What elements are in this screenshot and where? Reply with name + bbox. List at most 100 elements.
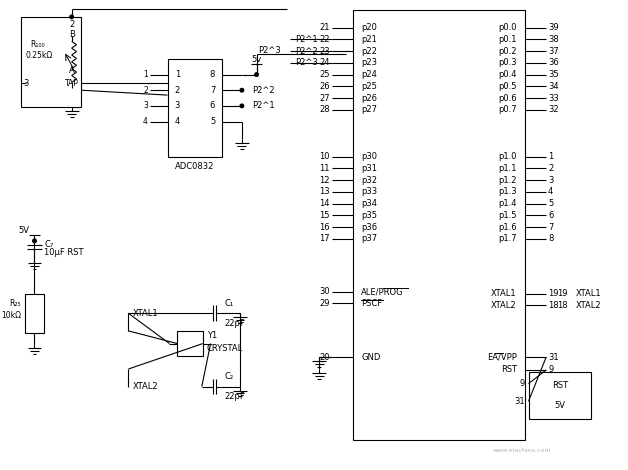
Text: p0.5: p0.5	[498, 82, 517, 91]
Text: 32: 32	[548, 105, 559, 114]
Text: C₇: C₇	[44, 240, 53, 249]
Text: R₁₀₀: R₁₀₀	[31, 40, 45, 49]
Circle shape	[33, 239, 36, 243]
Text: 37: 37	[548, 47, 559, 55]
Bar	[529, 372, 591, 419]
Text: 10: 10	[320, 152, 330, 161]
Text: 26: 26	[319, 82, 330, 91]
Text: 5V: 5V	[19, 226, 30, 235]
Text: p22: p22	[361, 47, 377, 55]
Text: p0.4: p0.4	[498, 70, 517, 79]
Text: p32: p32	[361, 176, 377, 185]
Text: RST: RST	[552, 381, 568, 390]
Text: 1: 1	[548, 152, 553, 161]
Text: 3: 3	[143, 102, 148, 110]
Text: P2^3: P2^3	[259, 46, 281, 55]
Text: p21: p21	[361, 35, 377, 44]
Text: 3: 3	[548, 176, 553, 185]
Text: 8: 8	[548, 235, 553, 243]
Text: 29: 29	[320, 299, 330, 308]
Text: www.elecfans.com: www.elecfans.com	[492, 448, 551, 453]
Text: 31: 31	[514, 397, 524, 406]
Circle shape	[240, 88, 244, 92]
Text: XTAL1: XTAL1	[575, 289, 601, 298]
Circle shape	[70, 15, 73, 19]
Text: 1: 1	[143, 70, 148, 79]
Circle shape	[255, 73, 258, 76]
Text: 36: 36	[548, 58, 559, 67]
Text: P2^1: P2^1	[252, 102, 274, 110]
Text: 5V: 5V	[555, 401, 565, 410]
Text: p1.2: p1.2	[498, 176, 517, 185]
Text: XTAL1: XTAL1	[133, 309, 158, 318]
Text: 39: 39	[548, 23, 559, 32]
Text: 4: 4	[175, 117, 180, 126]
Text: 3: 3	[23, 79, 28, 88]
Text: 7: 7	[210, 86, 215, 95]
Text: p23: p23	[361, 58, 377, 67]
Text: p36: p36	[361, 223, 377, 232]
Text: 30: 30	[319, 287, 330, 296]
Text: 15: 15	[320, 211, 330, 220]
Text: 9: 9	[519, 379, 524, 388]
Text: 0.25kΩ: 0.25kΩ	[26, 52, 53, 61]
Text: p30: p30	[361, 152, 377, 161]
Text: 27: 27	[319, 94, 330, 102]
Text: p31: p31	[361, 164, 377, 173]
Text: 35: 35	[548, 70, 559, 79]
Text: XTAL2: XTAL2	[133, 382, 158, 391]
Text: p34: p34	[361, 199, 377, 208]
Bar	[168, 59, 222, 157]
Text: ALE/PROG: ALE/PROG	[361, 287, 404, 296]
Text: 2: 2	[548, 164, 553, 173]
Text: 2: 2	[175, 86, 180, 95]
Text: 5: 5	[210, 117, 215, 126]
Text: p27: p27	[361, 105, 377, 114]
Text: P2^2: P2^2	[295, 47, 318, 55]
Text: 19: 19	[557, 289, 568, 298]
Text: 33: 33	[548, 94, 559, 102]
Text: XTAL2: XTAL2	[575, 301, 601, 310]
Text: 17: 17	[319, 235, 330, 243]
Text: 2: 2	[143, 86, 148, 95]
Text: p0.6: p0.6	[498, 94, 517, 102]
Text: p1.5: p1.5	[498, 211, 517, 220]
Text: p35: p35	[361, 211, 377, 220]
Text: 9: 9	[548, 366, 553, 375]
Text: p0.2: p0.2	[498, 47, 517, 55]
Text: XTAL2: XTAL2	[491, 301, 517, 310]
Circle shape	[240, 104, 244, 108]
Text: P2^3: P2^3	[295, 58, 318, 67]
Text: p1.4: p1.4	[498, 199, 517, 208]
Text: P2^1: P2^1	[295, 35, 318, 44]
Bar	[21, 17, 82, 107]
Text: RST: RST	[501, 366, 517, 375]
Text: p37: p37	[361, 235, 377, 243]
Text: Y1: Y1	[207, 331, 217, 340]
Text: 13: 13	[319, 188, 330, 196]
Text: 22pF: 22pF	[224, 319, 245, 328]
Text: 25: 25	[320, 70, 330, 79]
Text: A: A	[69, 66, 75, 75]
Text: 28: 28	[319, 105, 330, 114]
Text: B: B	[68, 30, 75, 39]
Text: 18: 18	[548, 301, 559, 310]
Text: 2: 2	[69, 20, 74, 29]
Text: 31: 31	[548, 353, 559, 362]
Text: p0.3: p0.3	[498, 58, 517, 67]
Text: EA/VPP: EA/VPP	[487, 353, 517, 362]
Text: P2^2: P2^2	[252, 86, 274, 95]
Text: ADC0832: ADC0832	[175, 162, 215, 171]
Text: 5: 5	[548, 199, 553, 208]
Text: 21: 21	[320, 23, 330, 32]
Text: 4: 4	[548, 188, 553, 196]
Text: 20: 20	[320, 353, 330, 362]
Text: C₁: C₁	[224, 299, 234, 308]
Text: 34: 34	[548, 82, 559, 91]
Text: 4: 4	[143, 117, 148, 126]
Text: p26: p26	[361, 94, 377, 102]
Text: 38: 38	[548, 35, 559, 44]
Text: p24: p24	[361, 70, 377, 79]
Text: 1: 1	[175, 70, 180, 79]
Text: p0.0: p0.0	[498, 23, 517, 32]
